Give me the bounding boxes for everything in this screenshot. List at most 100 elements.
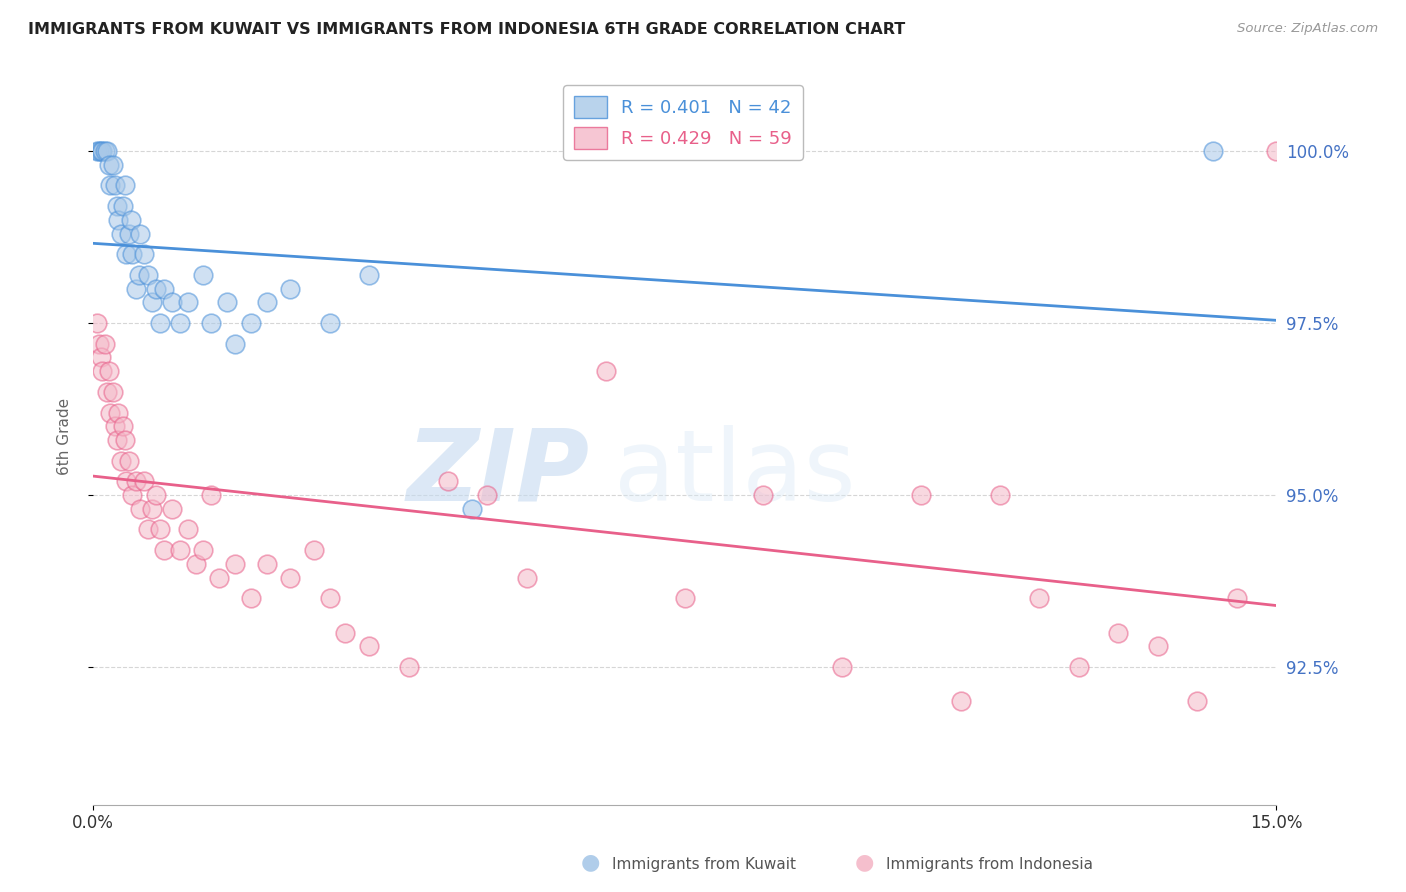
Point bbox=[831, 660, 853, 674]
Point bbox=[104, 419, 127, 434]
Point bbox=[357, 268, 380, 282]
Point bbox=[91, 364, 114, 378]
Point bbox=[176, 295, 198, 310]
Point bbox=[437, 475, 460, 489]
Point bbox=[105, 199, 128, 213]
Point bbox=[302, 543, 325, 558]
Legend: R = 0.401   N = 42, R = 0.429   N = 59: R = 0.401 N = 42, R = 0.429 N = 59 bbox=[564, 85, 803, 160]
Point bbox=[193, 543, 215, 558]
Point bbox=[193, 268, 215, 282]
Point bbox=[120, 213, 142, 227]
Point bbox=[121, 247, 143, 261]
Point bbox=[101, 158, 124, 172]
Point bbox=[160, 501, 183, 516]
Point bbox=[1265, 144, 1288, 158]
Point bbox=[111, 419, 134, 434]
Point bbox=[224, 336, 246, 351]
Text: atlas: atlas bbox=[613, 425, 855, 522]
Point bbox=[107, 405, 129, 419]
Text: Source: ZipAtlas.com: Source: ZipAtlas.com bbox=[1237, 22, 1378, 36]
Point bbox=[134, 475, 156, 489]
Point bbox=[208, 571, 231, 585]
Point bbox=[101, 384, 124, 399]
Point bbox=[278, 282, 301, 296]
Point bbox=[1202, 144, 1225, 158]
Point bbox=[149, 316, 172, 330]
Point bbox=[105, 433, 128, 447]
Text: Immigrants from Indonesia: Immigrants from Indonesia bbox=[886, 857, 1092, 872]
Point bbox=[239, 316, 262, 330]
Point bbox=[111, 199, 134, 213]
Point bbox=[115, 475, 138, 489]
Point bbox=[110, 453, 132, 467]
Point bbox=[129, 501, 152, 516]
Point bbox=[169, 543, 191, 558]
Point bbox=[89, 144, 111, 158]
Point bbox=[125, 475, 148, 489]
Point bbox=[114, 178, 136, 193]
Point bbox=[256, 295, 278, 310]
Point bbox=[752, 488, 775, 502]
Point bbox=[91, 144, 114, 158]
Point bbox=[1226, 591, 1249, 606]
Point bbox=[1187, 694, 1209, 708]
Point bbox=[117, 227, 139, 241]
Point bbox=[145, 488, 167, 502]
Text: Immigrants from Kuwait: Immigrants from Kuwait bbox=[612, 857, 796, 872]
Point bbox=[673, 591, 696, 606]
Point bbox=[97, 364, 120, 378]
Text: ●: ● bbox=[581, 853, 600, 872]
Point bbox=[153, 282, 176, 296]
Point bbox=[176, 523, 198, 537]
Point bbox=[97, 158, 120, 172]
Point bbox=[141, 295, 163, 310]
Point bbox=[477, 488, 499, 502]
Point bbox=[117, 453, 139, 467]
Point bbox=[94, 336, 117, 351]
Point bbox=[145, 282, 167, 296]
Point bbox=[988, 488, 1011, 502]
Point bbox=[153, 543, 176, 558]
Point bbox=[86, 144, 108, 158]
Point bbox=[200, 316, 222, 330]
Point bbox=[160, 295, 183, 310]
Point bbox=[98, 178, 121, 193]
Point bbox=[516, 571, 538, 585]
Point bbox=[949, 694, 972, 708]
Point bbox=[110, 227, 132, 241]
Point bbox=[89, 336, 111, 351]
Point bbox=[136, 523, 159, 537]
Point bbox=[128, 268, 150, 282]
Point bbox=[910, 488, 932, 502]
Point bbox=[90, 144, 112, 158]
Point bbox=[86, 316, 108, 330]
Point bbox=[239, 591, 262, 606]
Point bbox=[96, 384, 118, 399]
Point bbox=[90, 351, 112, 365]
Point bbox=[217, 295, 239, 310]
Point bbox=[121, 488, 143, 502]
Point bbox=[169, 316, 191, 330]
Point bbox=[1028, 591, 1050, 606]
Point bbox=[1146, 640, 1168, 654]
Point bbox=[460, 501, 482, 516]
Point bbox=[94, 144, 117, 158]
Point bbox=[335, 625, 357, 640]
Point bbox=[141, 501, 163, 516]
Point bbox=[129, 227, 152, 241]
Point bbox=[318, 316, 340, 330]
Point bbox=[134, 247, 156, 261]
Point bbox=[278, 571, 301, 585]
Point bbox=[256, 557, 278, 571]
Point bbox=[149, 523, 172, 537]
Point bbox=[200, 488, 222, 502]
Text: IMMIGRANTS FROM KUWAIT VS IMMIGRANTS FROM INDONESIA 6TH GRADE CORRELATION CHART: IMMIGRANTS FROM KUWAIT VS IMMIGRANTS FRO… bbox=[28, 22, 905, 37]
Point bbox=[1067, 660, 1090, 674]
Point bbox=[114, 433, 136, 447]
Point bbox=[115, 247, 138, 261]
Point bbox=[318, 591, 340, 606]
Point bbox=[398, 660, 420, 674]
Text: ●: ● bbox=[855, 853, 875, 872]
Point bbox=[104, 178, 127, 193]
Point bbox=[184, 557, 207, 571]
